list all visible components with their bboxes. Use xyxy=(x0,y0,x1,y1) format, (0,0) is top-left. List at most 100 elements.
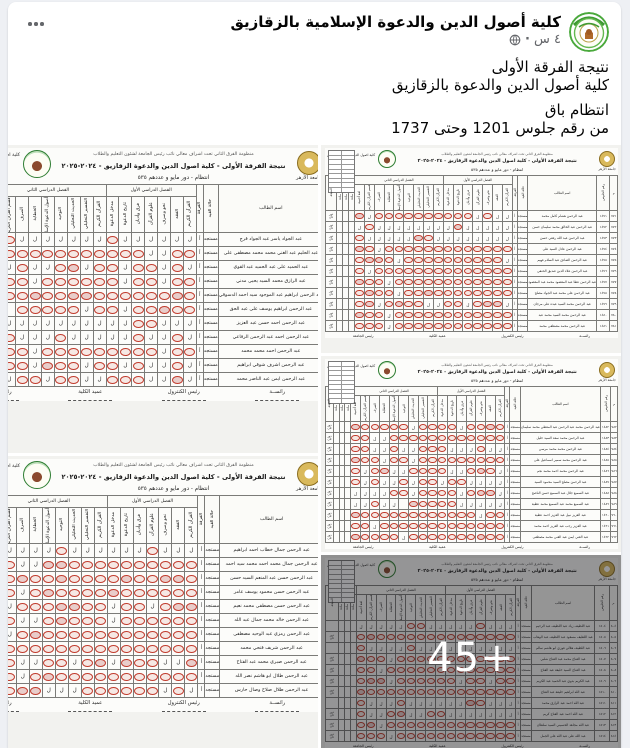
grade-mark-cell xyxy=(41,246,55,262)
grade-mark-cell xyxy=(158,571,173,587)
serial-cell: ٧٨٣ xyxy=(610,432,618,445)
signature-dashed-line xyxy=(68,399,113,402)
absent-letter-mark: ل xyxy=(71,236,76,243)
grade-mark-cell: ل xyxy=(408,421,419,434)
grade-oval-mark xyxy=(171,263,183,272)
grade-mark-cell: ل xyxy=(398,465,409,478)
grade-mark-cell: ل xyxy=(157,246,172,262)
grade-oval-mark xyxy=(159,588,171,597)
grade-mark-cell xyxy=(350,454,361,467)
grade-mark-cell: ل xyxy=(182,232,197,248)
fail-subject-cell xyxy=(344,531,352,544)
grade-oval-mark xyxy=(428,533,437,541)
grade-mark-cell xyxy=(373,309,385,322)
absent-letter-mark: ل xyxy=(45,376,50,383)
fail-subject-cell xyxy=(337,730,345,743)
grade-mark-cell: ل xyxy=(369,443,381,456)
subject-header: نحو وصرف xyxy=(162,513,168,536)
status-cell: مستجد xyxy=(516,276,529,289)
grade-oval-mark xyxy=(107,277,118,286)
signature-label: رائســة xyxy=(255,389,300,402)
grade-mark-cell: ل xyxy=(446,443,458,456)
subject-header: القرآن الكريم xyxy=(501,184,513,212)
absent-letter-mark: ل xyxy=(489,623,493,629)
grade-mark-cell xyxy=(482,243,494,256)
grade-mark-cell xyxy=(145,669,160,685)
signature-text: رئيس الجامعة xyxy=(352,744,374,748)
absent-letter-mark: ل xyxy=(72,659,77,666)
grade-mark-cell xyxy=(446,421,458,434)
grade-oval-mark xyxy=(385,245,393,253)
grade-mark-cell: ل xyxy=(158,655,173,671)
grade-oval-mark xyxy=(454,289,462,297)
absent-letter-mark: ل xyxy=(426,301,430,307)
grade-oval-mark xyxy=(426,677,435,685)
absent-letter-mark: ل xyxy=(379,711,383,717)
fail-subject-cell xyxy=(336,243,344,256)
grade-mark-cell xyxy=(423,210,434,223)
grade-oval-mark xyxy=(82,686,94,695)
absent-letter-mark: ل xyxy=(446,235,450,241)
azhar-logo-icon xyxy=(599,362,616,379)
subject-header: فرق وأديان xyxy=(132,507,147,545)
grade-mark-cell xyxy=(462,309,474,322)
absent-letter-mark: ل xyxy=(509,623,513,629)
post-options-button[interactable] xyxy=(20,12,52,36)
grade-mark-cell xyxy=(67,613,82,629)
page-name[interactable]: كلية أصول الدين والدعوة الإسلامية بالزقا… xyxy=(230,13,562,31)
grade-mark-cell xyxy=(355,730,367,743)
college-logo-block: كلية اصول الدين والدعوة الزقازيق٢١/٤٩ xyxy=(8,461,51,490)
grade-oval-mark xyxy=(119,375,131,384)
post-meta[interactable]: ٤ س · xyxy=(231,32,561,48)
grade-mark-cell xyxy=(442,276,454,289)
grade-oval-mark xyxy=(426,655,435,663)
grade-mark-cell xyxy=(53,344,68,360)
grade-oval-mark xyxy=(132,347,144,356)
grade-mark-cell xyxy=(465,487,477,500)
page-avatar[interactable] xyxy=(569,12,609,52)
more-photos-overlay[interactable]: 45+ xyxy=(321,555,621,748)
grade-mark-cell xyxy=(145,585,160,601)
grade-oval-mark xyxy=(466,666,475,674)
grade-oval-mark-bold xyxy=(185,658,197,667)
post-paragraph: نتيجة الفرقة الأولى كلية أصول الدين والد… xyxy=(20,58,609,95)
serial-cell: ٧٧٨ xyxy=(609,287,618,300)
grade-oval-mark xyxy=(42,249,54,258)
grade-mark-cell xyxy=(472,265,484,278)
grade-mark-cell xyxy=(15,627,30,643)
absent-letter-mark: ل xyxy=(505,235,509,241)
grade-oval-mark xyxy=(30,644,42,653)
absent-letter-mark: ل xyxy=(488,479,492,485)
grade-oval-mark xyxy=(444,267,453,275)
grade-mark-cell xyxy=(388,454,400,467)
grade-oval-mark xyxy=(43,616,55,625)
level-cell: أ xyxy=(197,585,206,601)
stats-row xyxy=(329,183,354,188)
stats-row xyxy=(329,389,354,395)
table-row: عبد الرحمن ابراهيم يوسف على عبد الحق مستج… xyxy=(8,302,318,318)
level-cell: أ xyxy=(195,302,204,318)
table-row: ٧٧١ ١٤٧١ عبد الرحمن هشام كامل محمد مستجد أ ل ل… xyxy=(324,210,618,223)
grade-oval-mark xyxy=(107,361,118,370)
grade-oval-mark xyxy=(132,249,144,258)
grade-oval-mark xyxy=(438,456,447,464)
post-time[interactable]: ٤ س xyxy=(534,32,561,47)
grade-mark-cell xyxy=(492,265,503,278)
grade-mark-cell xyxy=(379,531,390,544)
table-row: عبد الحميد على عبد الحميد عبد القوي مستجد… xyxy=(8,260,318,276)
name-column-header: اسم الطالب xyxy=(217,184,318,234)
seat-number-cell: ١٥١٤ xyxy=(594,730,611,743)
subject-header: أصول الدعوة الإسلامية xyxy=(396,185,401,211)
student-name-cell: عبد السميع جلال عبد السميع حسن الناصح xyxy=(519,487,601,500)
grade-mark-cell: ل xyxy=(403,221,415,234)
grade-mark-cell xyxy=(66,246,81,262)
grade-mark-cell xyxy=(67,557,82,573)
